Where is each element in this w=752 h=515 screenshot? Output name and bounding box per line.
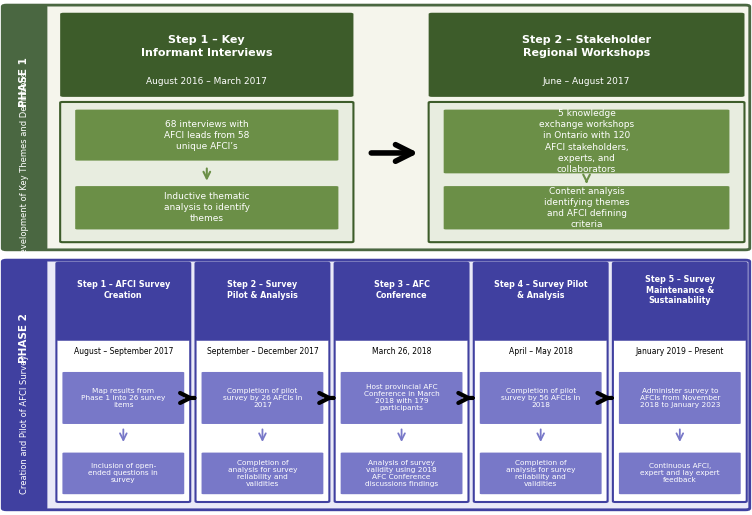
Text: PHASE 1: PHASE 1 <box>19 57 29 107</box>
Text: Completion of pilot
survey by 26 AFCIs in
2017: Completion of pilot survey by 26 AFCIs i… <box>223 388 302 408</box>
FancyBboxPatch shape <box>444 186 729 230</box>
FancyBboxPatch shape <box>480 453 602 494</box>
FancyBboxPatch shape <box>2 260 47 510</box>
Text: April – May 2018: April – May 2018 <box>509 347 572 356</box>
Text: PHASE 2: PHASE 2 <box>19 313 29 363</box>
Text: Continuous AFCI,
expert and lay expert
feedback: Continuous AFCI, expert and lay expert f… <box>640 464 720 484</box>
Text: Development of Key Themes and Definitions: Development of Key Themes and Definition… <box>20 72 29 260</box>
Text: Completion of pilot
survey by 56 AFCIs in
2018: Completion of pilot survey by 56 AFCIs i… <box>501 388 581 408</box>
Text: Completion of
analysis for survey
reliability and
validities: Completion of analysis for survey reliab… <box>228 460 297 487</box>
FancyBboxPatch shape <box>60 102 353 242</box>
Text: Step 3 – AFC
Conference: Step 3 – AFC Conference <box>374 280 429 300</box>
FancyBboxPatch shape <box>75 110 338 161</box>
Text: Step 5 – Survey
Maintenance &
Sustainability: Step 5 – Survey Maintenance & Sustainabi… <box>644 275 715 305</box>
Text: September – December 2017: September – December 2017 <box>207 347 318 356</box>
Text: Content analysis
identifying themes
and AFCI defining
criteria: Content analysis identifying themes and … <box>544 186 629 229</box>
FancyBboxPatch shape <box>202 453 323 494</box>
FancyBboxPatch shape <box>335 263 468 502</box>
FancyBboxPatch shape <box>2 5 47 250</box>
FancyBboxPatch shape <box>196 263 329 502</box>
FancyBboxPatch shape <box>62 372 184 424</box>
FancyBboxPatch shape <box>619 453 741 494</box>
FancyBboxPatch shape <box>2 260 750 510</box>
Text: Step 1 – AFCI Survey
Creation: Step 1 – AFCI Survey Creation <box>77 280 170 300</box>
Text: Creation and Pilot of AFCI Survey: Creation and Pilot of AFCI Survey <box>20 354 29 494</box>
Text: Administer survey to
AFCIs from November
2018 to January 2023: Administer survey to AFCIs from November… <box>640 388 720 408</box>
FancyBboxPatch shape <box>56 263 190 502</box>
Text: Completion of
analysis for survey
reliability and
validities: Completion of analysis for survey reliab… <box>506 460 575 487</box>
FancyBboxPatch shape <box>341 453 462 494</box>
FancyBboxPatch shape <box>613 263 747 502</box>
Text: March 26, 2018: March 26, 2018 <box>372 347 431 356</box>
Text: Inductive thematic
analysis to identify
themes: Inductive thematic analysis to identify … <box>164 192 250 224</box>
FancyBboxPatch shape <box>335 263 468 341</box>
Text: June – August 2017: June – August 2017 <box>543 77 630 86</box>
FancyBboxPatch shape <box>341 372 462 424</box>
Text: August – September 2017: August – September 2017 <box>74 347 173 356</box>
FancyBboxPatch shape <box>613 263 747 341</box>
Text: January 2019 – Present: January 2019 – Present <box>635 347 724 356</box>
FancyBboxPatch shape <box>429 13 744 97</box>
FancyBboxPatch shape <box>480 372 602 424</box>
FancyBboxPatch shape <box>202 372 323 424</box>
FancyBboxPatch shape <box>60 13 353 97</box>
Text: Map results from
Phase 1 into 26 survey
items: Map results from Phase 1 into 26 survey … <box>81 388 165 408</box>
FancyBboxPatch shape <box>2 5 750 250</box>
Text: Inclusion of open-
ended questions in
survey: Inclusion of open- ended questions in su… <box>89 464 158 484</box>
Text: Step 4 – Survey Pilot
& Analysis: Step 4 – Survey Pilot & Analysis <box>494 280 587 300</box>
Text: Analysis of survey
validity using 2018
AFC Conference
discussions findings: Analysis of survey validity using 2018 A… <box>365 460 438 487</box>
Text: Host provincial AFC
Conference in March
2018 with 179
participants: Host provincial AFC Conference in March … <box>364 385 439 411</box>
FancyBboxPatch shape <box>429 102 744 242</box>
Text: Step 1 – Key
Informant Interviews: Step 1 – Key Informant Interviews <box>141 35 272 58</box>
FancyBboxPatch shape <box>619 372 741 424</box>
Text: 5 knowledge
exchange workshops
in Ontario with 120
AFCI stakeholders,
experts, a: 5 knowledge exchange workshops in Ontari… <box>539 109 634 174</box>
Text: 68 interviews with
AFCI leads from 58
unique AFCI’s: 68 interviews with AFCI leads from 58 un… <box>164 119 250 151</box>
Text: August 2016 – March 2017: August 2016 – March 2017 <box>147 77 267 86</box>
FancyBboxPatch shape <box>62 453 184 494</box>
FancyBboxPatch shape <box>56 263 190 341</box>
FancyBboxPatch shape <box>75 186 338 230</box>
FancyBboxPatch shape <box>474 263 608 341</box>
FancyBboxPatch shape <box>196 263 329 341</box>
Text: Step 2 – Stakeholder
Regional Workshops: Step 2 – Stakeholder Regional Workshops <box>522 35 651 58</box>
FancyBboxPatch shape <box>444 110 729 174</box>
FancyBboxPatch shape <box>474 263 608 502</box>
Text: Step 2 – Survey
Pilot & Analysis: Step 2 – Survey Pilot & Analysis <box>227 280 298 300</box>
